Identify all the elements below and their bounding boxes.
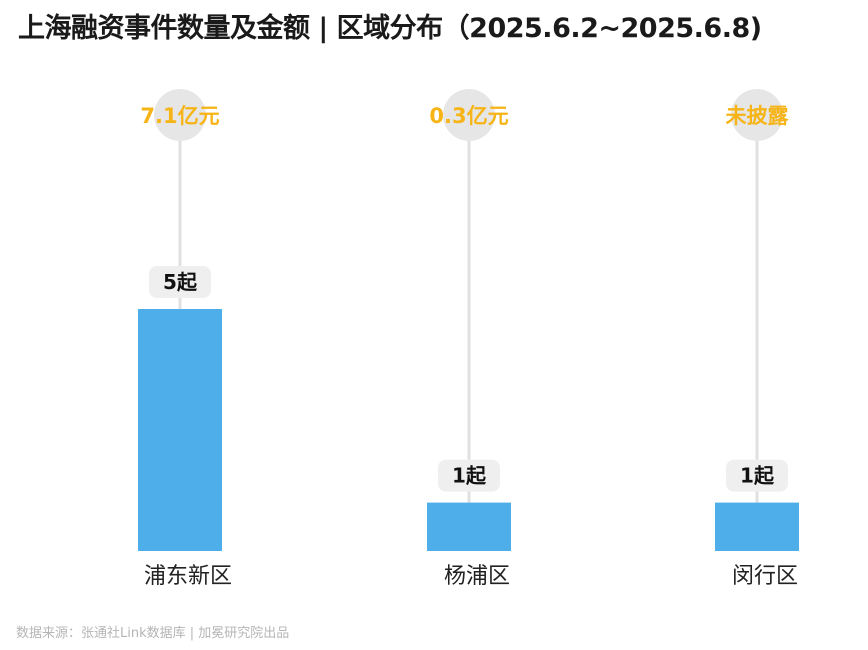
bar xyxy=(427,502,511,551)
bar xyxy=(715,502,799,551)
chart-title: 上海融资事件数量及金额 | 区域分布（2025.6.2~2025.6.8) xyxy=(18,13,762,44)
amount-circle xyxy=(731,89,783,141)
value-badge xyxy=(149,266,211,298)
category-label: 浦东新区 xyxy=(144,564,232,589)
amount-circle xyxy=(443,89,495,141)
value-badge xyxy=(726,459,788,492)
value-label: 1起 xyxy=(452,464,487,488)
category-label: 闵行区 xyxy=(732,564,798,589)
value-badge xyxy=(438,459,500,492)
amount-label: 未披露 xyxy=(726,104,790,128)
value-label: 5起 xyxy=(163,270,198,294)
amount-circle xyxy=(154,89,206,141)
amount-label: 0.3亿元 xyxy=(429,104,508,128)
amount-label: 7.1亿元 xyxy=(140,104,219,128)
category-label: 杨浦区 xyxy=(444,564,510,589)
data-source-note: 数据来源：张通社Link数据库 | 加冕研究院出品 xyxy=(16,626,290,641)
value-label: 1起 xyxy=(740,464,775,488)
bar xyxy=(138,309,222,551)
